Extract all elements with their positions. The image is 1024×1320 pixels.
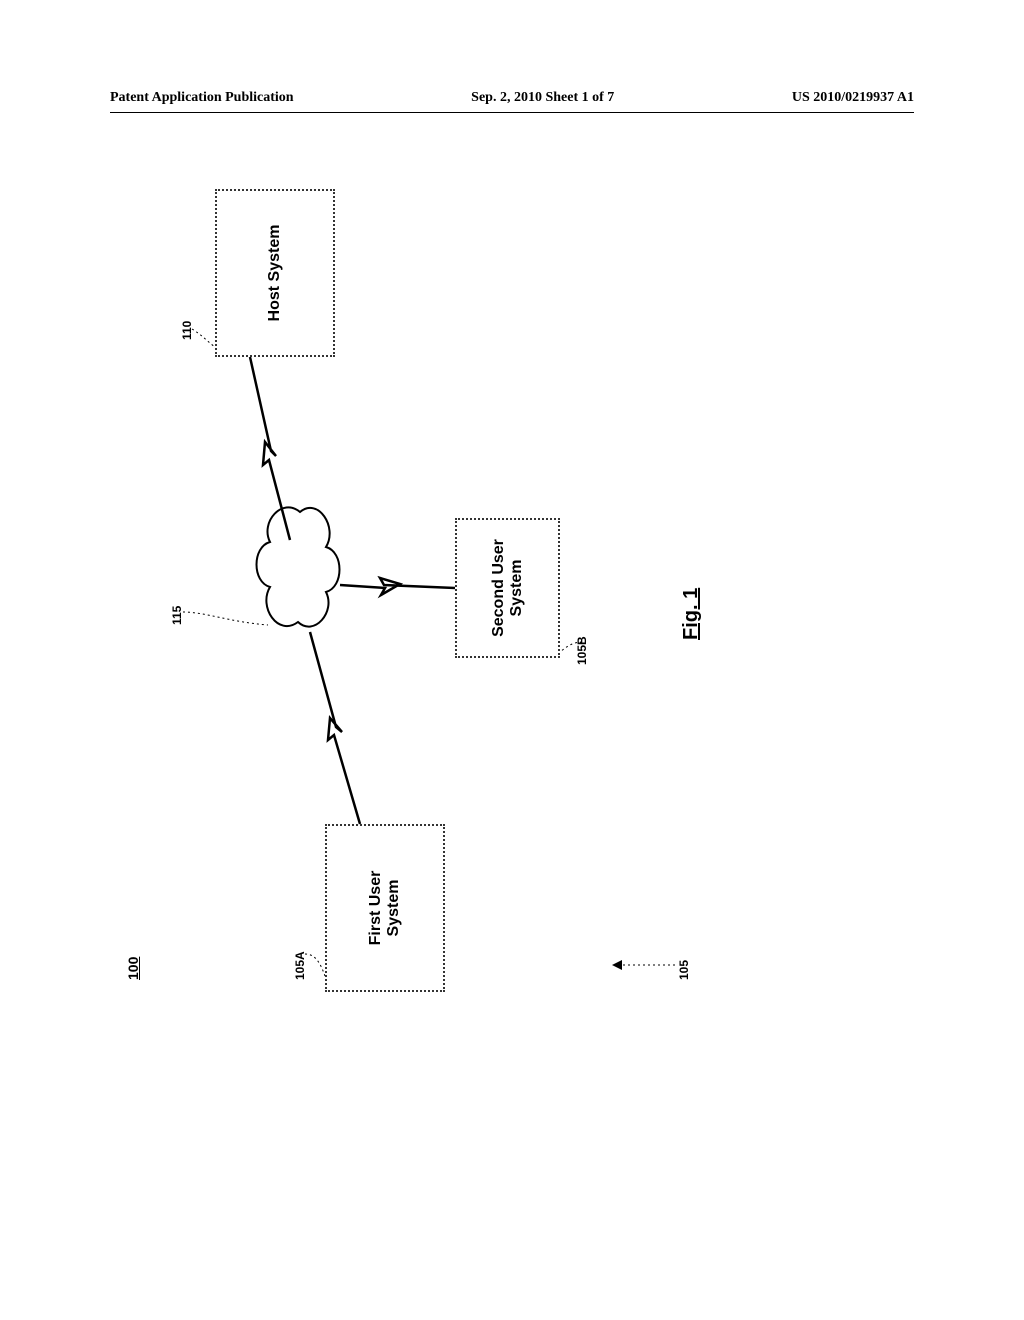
link-cloud-to-host (250, 357, 290, 540)
figure-1: 100 105A 115 110 105B 105 Fig. 1 First U… (50, 250, 980, 1040)
leader-105b (560, 642, 582, 652)
header-pub-number: US 2010/0219937 A1 (792, 90, 914, 106)
leader-105a (305, 954, 325, 976)
leader-105 (612, 960, 675, 970)
header-publication: Patent Application Publication (110, 90, 294, 106)
leader-115 (183, 612, 268, 625)
leader-110 (192, 329, 215, 347)
link-first-to-cloud (310, 632, 360, 824)
link-cloud-to-second (340, 578, 455, 595)
network-cloud (257, 507, 340, 626)
diagram-svg (50, 110, 840, 1040)
header-date-sheet: Sep. 2, 2010 Sheet 1 of 7 (471, 90, 614, 106)
